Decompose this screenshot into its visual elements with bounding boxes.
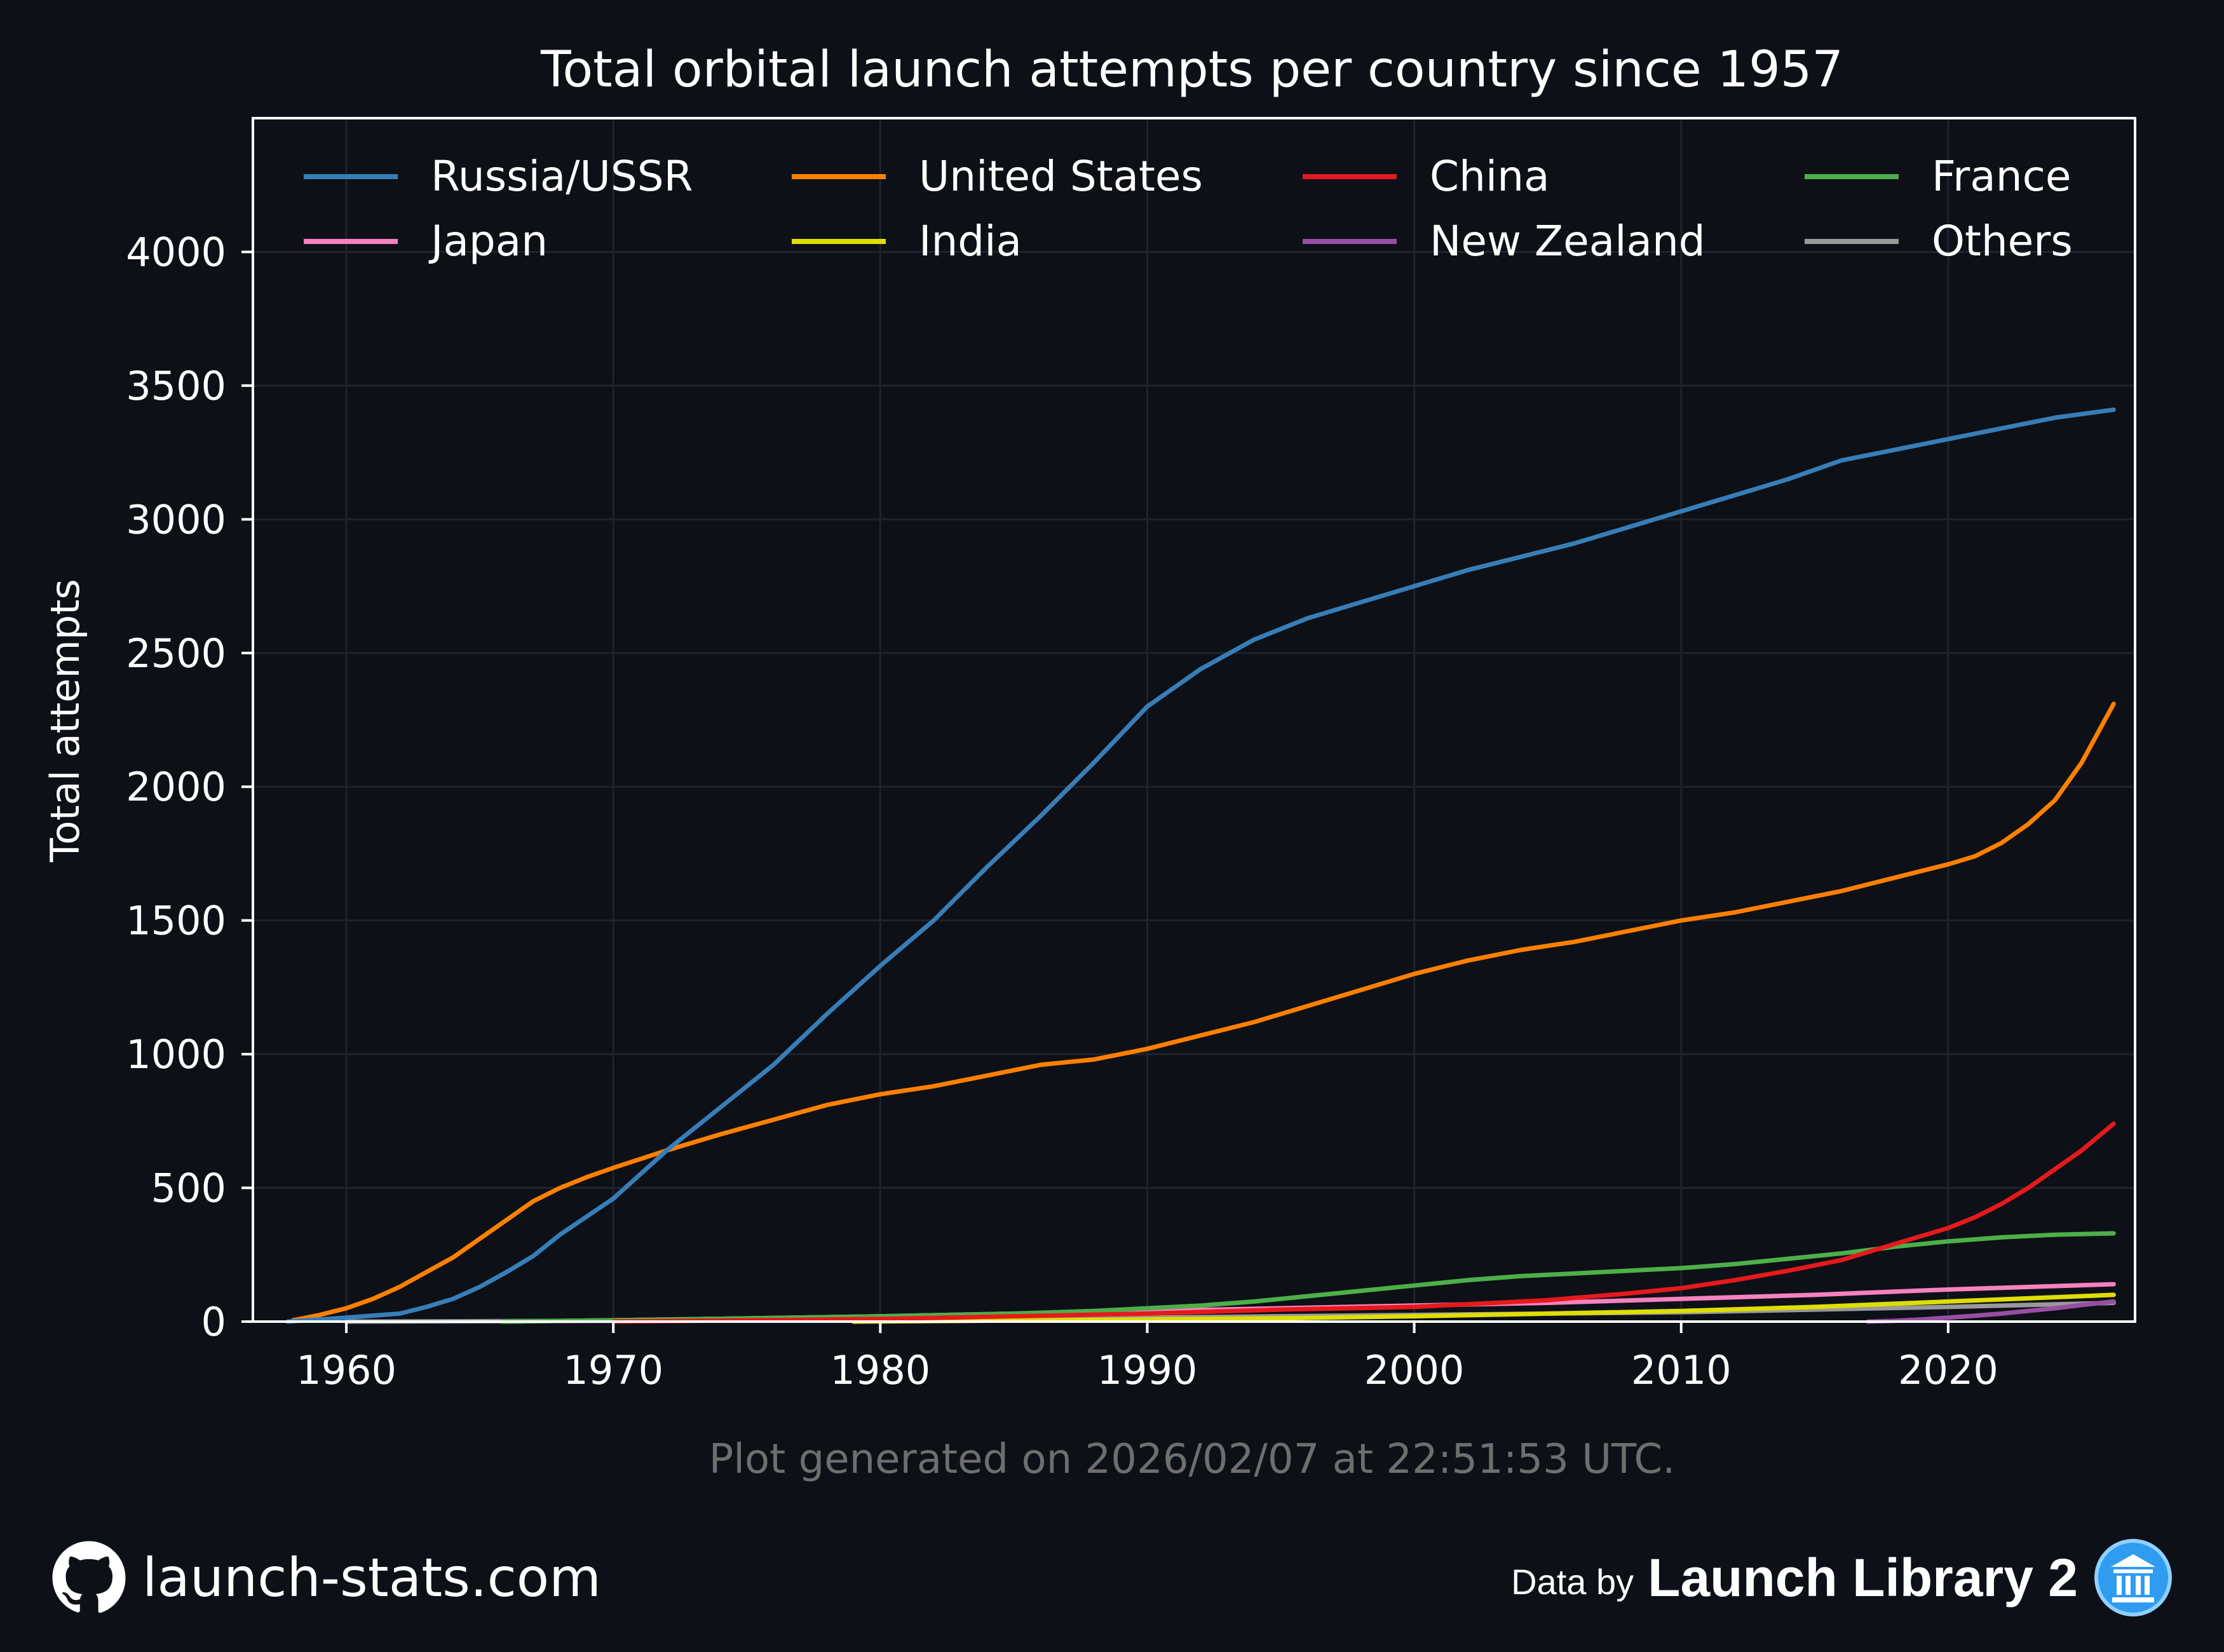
- github-icon: [52, 1541, 126, 1613]
- legend-label: France: [1932, 152, 2071, 201]
- data-source-name[interactable]: Launch Library 2: [1648, 1547, 2078, 1608]
- footer-site[interactable]: launch-stats.com: [51, 1541, 601, 1613]
- legend: Russia/USSR United States China France Japan…: [304, 152, 2073, 266]
- x-tick-label: 2010: [1631, 1347, 1732, 1393]
- x-tick-label: 1990: [1097, 1347, 1198, 1393]
- series-line-united-states: [290, 701, 2116, 1323]
- series-lines: [285, 407, 2116, 1324]
- legend-item: Japan: [304, 217, 548, 266]
- x-tick-label: 1980: [830, 1347, 930, 1393]
- y-tick-label: 2000: [126, 764, 226, 810]
- plot-frame: [252, 117, 2136, 1323]
- x-tick-label: 1970: [563, 1347, 663, 1393]
- legend-item: United States: [792, 152, 1203, 201]
- legend-label: Japan: [428, 217, 548, 266]
- footer-source: Data by Launch Library 2: [1511, 1539, 2173, 1616]
- plot-annotation: Plot generated on 2026/02/07 at 22:51:53…: [709, 1436, 1676, 1483]
- legend-label: Russia/USSR: [431, 152, 693, 201]
- y-tick-label: 1000: [126, 1031, 226, 1078]
- legend-label: Others: [1932, 217, 2073, 266]
- legend-item: France: [1805, 152, 2071, 201]
- legend-item: India: [792, 217, 1022, 266]
- y-axis-label: Total attempts: [42, 579, 88, 863]
- legend-label: China: [1430, 152, 1550, 201]
- legend-item: Russia/USSR: [304, 152, 693, 201]
- y-tick-label: 2500: [126, 630, 226, 677]
- legend-item: Others: [1805, 217, 2073, 266]
- legend-label: United States: [919, 152, 1203, 201]
- legend-label: New Zealand: [1430, 217, 1705, 266]
- legend-item: China: [1303, 152, 1550, 201]
- chart-title: Total orbital launch attempts per countr…: [540, 41, 1843, 98]
- data-by-label: Data by: [1511, 1561, 1634, 1602]
- series-line-france: [499, 1231, 2116, 1324]
- x-tick-label: 1960: [296, 1347, 397, 1393]
- site-link[interactable]: launch-stats.com: [142, 1547, 601, 1609]
- series-line-china: [611, 1121, 2116, 1324]
- grid-lines: [253, 118, 2135, 1323]
- series-line-india: [851, 1292, 2116, 1324]
- y-tick-label: 4000: [126, 229, 226, 275]
- legend-label: India: [919, 217, 1022, 266]
- axis-ticks: 1960 1970 1980 1990 2000 2010 2020 0 500 1000 1500…: [126, 229, 1998, 1393]
- y-tick-label: 3500: [126, 363, 226, 409]
- legend-item: New Zealand: [1303, 217, 1705, 266]
- series-line-new-zealand: [1866, 1299, 2116, 1324]
- x-tick-label: 2000: [1364, 1347, 1465, 1393]
- x-tick-label: 2020: [1898, 1347, 1998, 1393]
- launch-library-icon: [2094, 1539, 2172, 1616]
- series-line-russia-ussr: [285, 407, 2116, 1324]
- y-tick-label: 0: [201, 1299, 226, 1345]
- y-tick-label: 3000: [126, 496, 226, 543]
- y-tick-label: 500: [151, 1165, 226, 1212]
- y-tick-label: 1500: [126, 898, 226, 944]
